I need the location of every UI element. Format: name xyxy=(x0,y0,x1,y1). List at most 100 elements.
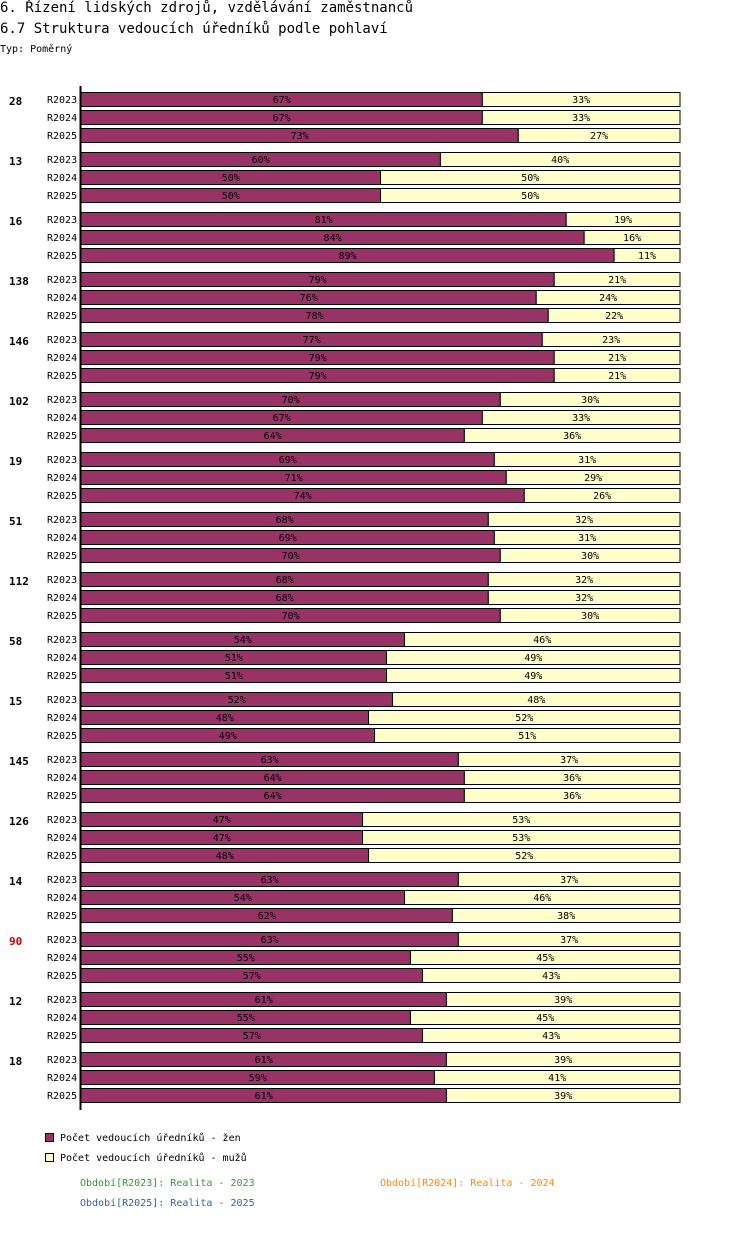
data-label-men: 39% xyxy=(554,1055,572,1066)
data-label-men: 45% xyxy=(536,1013,554,1024)
data-label-women: 52% xyxy=(228,695,246,706)
period-tick-label: R2023 xyxy=(47,1055,77,1066)
period-tick-label: R2024 xyxy=(47,773,77,784)
data-label-men: 30% xyxy=(581,395,599,406)
bar-men xyxy=(374,728,681,743)
data-label-women: 60% xyxy=(252,155,270,166)
bar-men xyxy=(481,92,681,107)
bar-men xyxy=(433,1070,681,1085)
legend-period-2023: Období[R2023]: Realita - 2023 xyxy=(80,1178,255,1189)
legend-men: Počet vedoucích úředníků - mužů xyxy=(45,1152,247,1165)
data-label-women: 59% xyxy=(249,1073,267,1084)
bar-men xyxy=(403,632,681,647)
group-label: 15 xyxy=(9,695,22,708)
bar-men xyxy=(463,428,681,443)
data-label-women: 70% xyxy=(282,551,300,562)
period-tick-label: R2025 xyxy=(47,1091,77,1102)
data-label-women: 71% xyxy=(285,473,303,484)
period-tick-label: R2025 xyxy=(47,491,77,502)
data-label-women: 64% xyxy=(264,791,282,802)
group-label: 51 xyxy=(9,515,23,528)
period-tick-label: R2024 xyxy=(47,953,77,964)
bar-men xyxy=(463,788,681,803)
data-label-women: 67% xyxy=(273,113,291,124)
period-tick-label: R2024 xyxy=(47,893,77,904)
data-label-women: 64% xyxy=(264,773,282,784)
bar-men xyxy=(385,650,681,665)
data-label-men: 39% xyxy=(554,1091,572,1102)
data-label-women: 48% xyxy=(216,713,234,724)
group-label: 18 xyxy=(9,1055,22,1068)
bar-men xyxy=(565,212,681,227)
data-label-men: 36% xyxy=(563,773,581,784)
data-label-women: 69% xyxy=(279,533,297,544)
data-label-men: 46% xyxy=(533,635,551,646)
data-label-men: 39% xyxy=(554,995,572,1006)
data-label-women: 55% xyxy=(237,1013,255,1024)
period-tick-label: R2025 xyxy=(47,671,77,682)
bar-men xyxy=(583,230,681,245)
bar-men xyxy=(487,512,681,527)
bar-men xyxy=(362,830,681,845)
period-tick-label: R2025 xyxy=(47,731,77,742)
period-tick-label: R2023 xyxy=(47,455,77,466)
data-label-men: 53% xyxy=(512,833,530,844)
period-tick-label: R2024 xyxy=(47,233,77,244)
data-label-men: 41% xyxy=(548,1073,566,1084)
data-label-men: 27% xyxy=(590,131,608,142)
legend-swatch-men xyxy=(45,1152,54,1162)
data-label-women: 48% xyxy=(216,851,234,862)
data-label-men: 26% xyxy=(593,491,611,502)
data-label-men: 22% xyxy=(605,311,623,322)
bar-men xyxy=(535,290,681,305)
group-label: 14 xyxy=(9,875,23,888)
period-tick-label: R2024 xyxy=(47,653,77,664)
data-label-women: 51% xyxy=(225,671,243,682)
data-label-men: 16% xyxy=(623,233,641,244)
data-label-men: 31% xyxy=(578,455,596,466)
data-label-women: 89% xyxy=(339,251,357,262)
period-tick-label: R2024 xyxy=(47,713,77,724)
period-tick-label: R2023 xyxy=(47,935,77,946)
data-label-men: 21% xyxy=(608,275,626,286)
period-tick-label: R2023 xyxy=(47,875,77,886)
legend-label-men: Počet vedoucích úředníků - mužů xyxy=(60,1153,247,1164)
data-label-women: 47% xyxy=(213,815,231,826)
data-label-men: 30% xyxy=(581,611,599,622)
data-label-women: 61% xyxy=(255,1091,273,1102)
bar-men xyxy=(505,470,681,485)
data-label-men: 36% xyxy=(563,431,581,442)
data-label-women: 62% xyxy=(258,911,276,922)
bar-men xyxy=(517,128,681,143)
bar-men xyxy=(613,248,681,263)
bar-men xyxy=(421,1028,681,1043)
data-label-women: 57% xyxy=(243,971,261,982)
period-tick-label: R2023 xyxy=(47,335,77,346)
bar-men xyxy=(409,1010,681,1025)
period-tick-label: R2023 xyxy=(47,575,77,586)
bar-men xyxy=(439,152,681,167)
data-label-women: 70% xyxy=(282,395,300,406)
bar-men xyxy=(445,992,681,1007)
bar-men xyxy=(368,848,681,863)
legend-label-women: Počet vedoucích úředníků - žen xyxy=(60,1133,241,1144)
period-tick-label: R2024 xyxy=(47,173,77,184)
period-tick-label: R2024 xyxy=(47,593,77,604)
data-label-women: 68% xyxy=(276,593,294,604)
period-tick-label: R2025 xyxy=(47,1031,77,1042)
period-tick-label: R2025 xyxy=(47,911,77,922)
data-label-women: 47% xyxy=(213,833,231,844)
bar-men xyxy=(391,692,681,707)
data-label-men: 52% xyxy=(515,713,533,724)
bar-men xyxy=(457,872,681,887)
bar-men xyxy=(385,668,681,683)
data-label-women: 54% xyxy=(234,635,252,646)
bar-men xyxy=(445,1052,681,1067)
data-label-men: 37% xyxy=(560,935,578,946)
page-title: 6. Řízení lidských zdrojů, vzdělávání za… xyxy=(0,0,414,16)
group-label: 112 xyxy=(9,575,29,588)
bar-men xyxy=(457,752,681,767)
data-label-men: 32% xyxy=(575,515,593,526)
data-label-women: 68% xyxy=(276,575,294,586)
data-label-men: 23% xyxy=(602,335,620,346)
